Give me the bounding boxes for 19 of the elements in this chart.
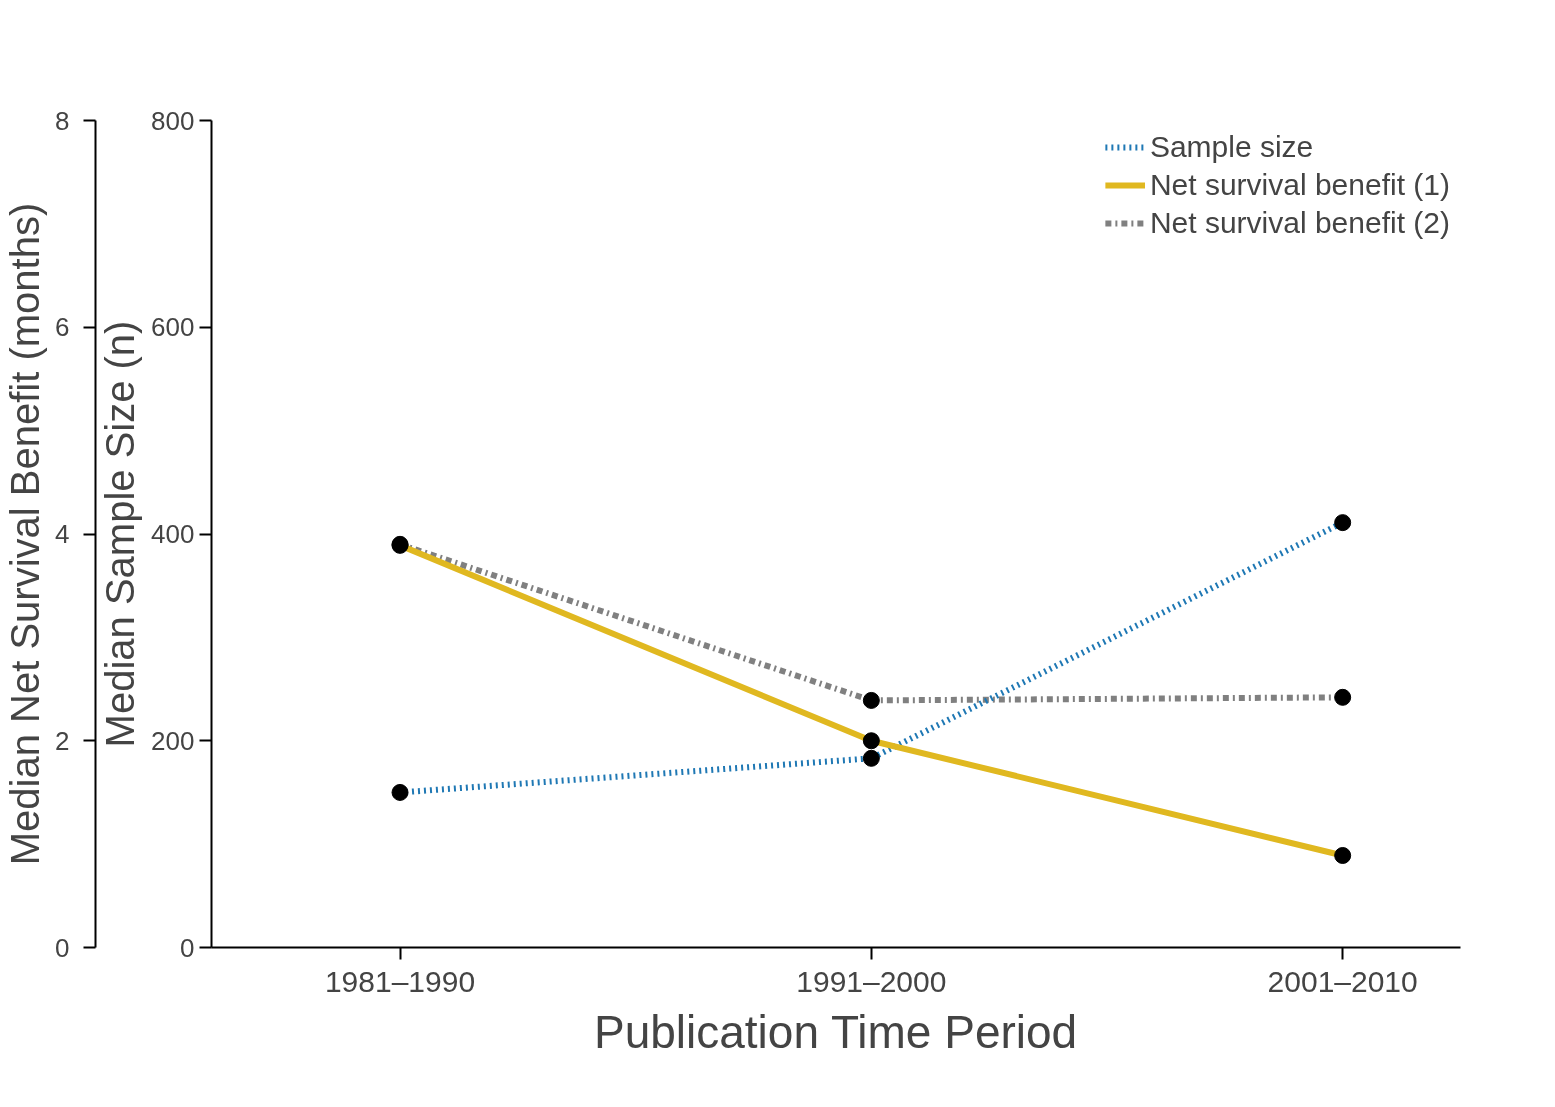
x-tick-label: 1991–2000 [796,964,947,998]
y-tick-label: 200 [151,725,195,756]
y2-tick-label: 0 [55,932,70,963]
y2-tick-label: 4 [55,519,70,549]
y-axis-title: Median Sample Size (n) [98,320,143,748]
legend-label: Net survival benefit (2) [1149,206,1450,240]
x-axis-title: Publication Time Period [593,1005,1078,1058]
y-tick-label: 600 [151,312,195,343]
y2-tick-label: 6 [55,312,70,343]
x-tick-label: 1981–1990 [324,964,476,998]
y-tick-label: 400 [151,519,195,549]
y2-axis-title: Median Net Survival Benefit (months) [3,202,48,866]
y2-tick-label: 8 [55,105,70,136]
y-tick-label: 800 [151,105,195,136]
x-tick-label: 2001–2010 [1267,964,1418,998]
legend-label: Net survival benefit (1) [1149,168,1450,202]
legend-label: Sample size [1149,130,1314,164]
y-tick-label: 0 [180,932,195,963]
y2-tick-label: 2 [55,725,70,756]
